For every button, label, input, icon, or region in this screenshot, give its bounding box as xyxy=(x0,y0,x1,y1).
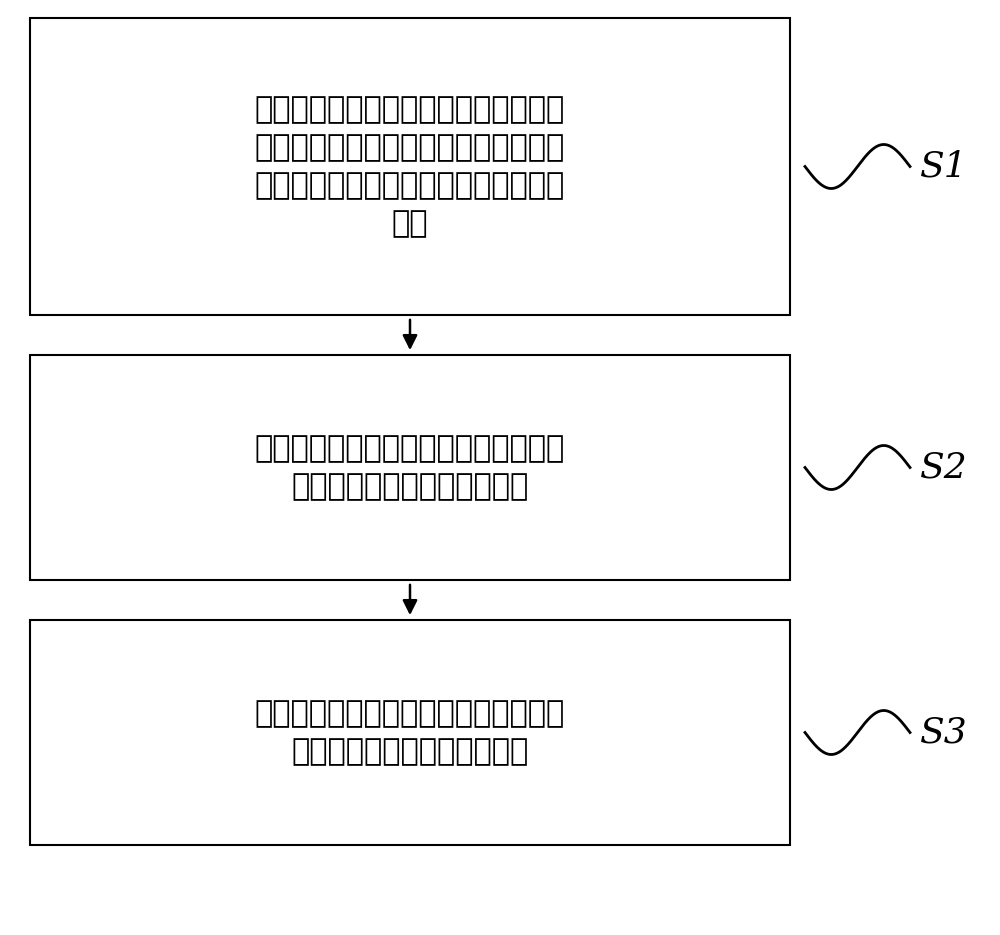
Text: 计算训练数据的心电噪声参数，根据心
电噪声参数构建噪声特征向量: 计算训练数据的心电噪声参数，根据心 电噪声参数构建噪声特征向量 xyxy=(255,434,565,501)
Text: 将噪声特征向量输入神经网络模型进行
训练，得到心电噪声识别模型: 将噪声特征向量输入神经网络模型进行 训练，得到心电噪声识别模型 xyxy=(255,698,565,766)
Text: S3: S3 xyxy=(920,715,968,750)
Bar xyxy=(30,620,790,845)
Text: 获取心电记录数据作为心电噪声识别模
型的训练数据，心电记录数据包括不含
噪声的干净段数据及包含噪声的噪声段
数据: 获取心电记录数据作为心电噪声识别模 型的训练数据，心电记录数据包括不含 噪声的干… xyxy=(255,94,565,238)
Bar xyxy=(30,355,790,580)
Text: S1: S1 xyxy=(920,150,968,183)
Text: S2: S2 xyxy=(920,451,968,484)
Bar xyxy=(30,18,790,315)
